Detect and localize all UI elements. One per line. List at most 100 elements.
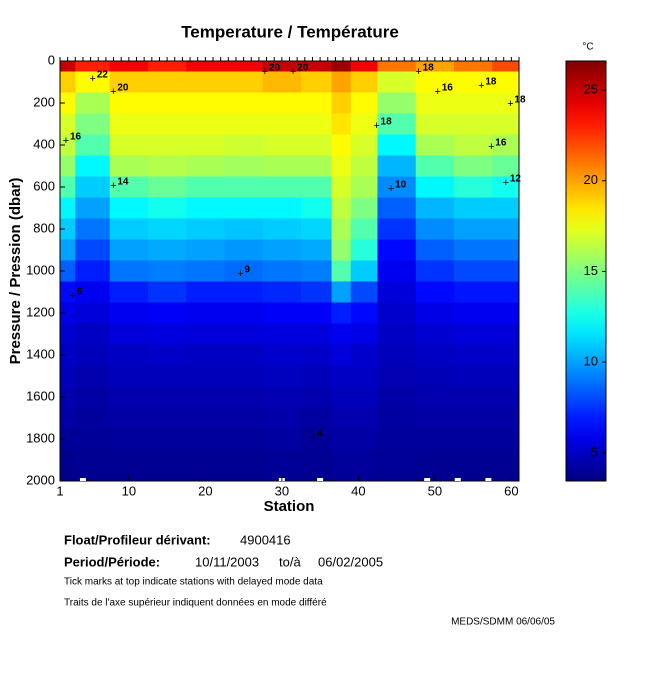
contour-label: 9 bbox=[244, 265, 250, 276]
heat-cell bbox=[415, 407, 455, 429]
heat-cell bbox=[75, 323, 111, 345]
heat-cell bbox=[147, 470, 187, 482]
heat-cell bbox=[300, 134, 333, 156]
contour-label: 16 bbox=[495, 138, 507, 149]
x-axis-label: Station bbox=[264, 498, 315, 515]
y-axis-label: Pressure / Pression (dbar) bbox=[7, 178, 24, 365]
x-tick-label: 20 bbox=[198, 483, 212, 498]
heat-cell bbox=[109, 92, 149, 114]
contour-marker: + bbox=[488, 141, 494, 153]
heat-cell bbox=[492, 407, 520, 429]
heat-cell bbox=[350, 113, 378, 135]
heat-cell bbox=[415, 428, 455, 450]
heat-cell bbox=[60, 134, 76, 156]
heat-cell bbox=[331, 61, 352, 72]
heat-cell bbox=[453, 197, 493, 219]
x-tick-label: 60 bbox=[504, 483, 518, 498]
heat-cell bbox=[377, 386, 417, 408]
contour-marker: + bbox=[262, 66, 268, 78]
heat-cell bbox=[75, 344, 111, 366]
heat-cell bbox=[331, 386, 352, 408]
heat-cell bbox=[224, 113, 264, 135]
heat-cell bbox=[75, 302, 111, 324]
x-tick-label: 40 bbox=[351, 483, 365, 498]
heat-cell bbox=[415, 449, 455, 471]
heat-cell bbox=[262, 407, 302, 429]
heat-cell bbox=[147, 302, 187, 324]
heat-cell bbox=[331, 449, 352, 471]
heat-cell bbox=[147, 134, 187, 156]
heat-cell bbox=[224, 428, 264, 450]
heat-cell bbox=[453, 470, 493, 482]
delayed-mode-marker bbox=[317, 478, 324, 481]
heat-cell bbox=[109, 113, 149, 135]
colorbar-tick-label: 20 bbox=[584, 172, 598, 187]
heat-cell bbox=[75, 428, 111, 450]
contour-label: 18 bbox=[381, 117, 393, 128]
heat-cell bbox=[453, 176, 493, 198]
heat-cell bbox=[60, 302, 76, 324]
heat-cell bbox=[147, 281, 187, 303]
heat-cell bbox=[492, 92, 520, 114]
heat-cell bbox=[377, 260, 417, 282]
float-id: 4900416 bbox=[240, 532, 291, 547]
heat-cell bbox=[300, 197, 333, 219]
heat-cell bbox=[75, 470, 111, 482]
contour-label: 14 bbox=[117, 177, 129, 188]
period-sep: to/à bbox=[279, 554, 301, 569]
heat-cell bbox=[262, 92, 302, 114]
heat-cell bbox=[331, 470, 352, 482]
x-tick-label: 50 bbox=[428, 483, 442, 498]
heat-cell bbox=[224, 260, 264, 282]
contour-label: 20 bbox=[117, 83, 129, 94]
contour-label: 20 bbox=[297, 63, 309, 74]
heat-cell bbox=[492, 176, 520, 198]
heat-cell bbox=[186, 61, 225, 72]
heat-cell bbox=[75, 260, 111, 282]
contour-label: 18 bbox=[514, 95, 526, 106]
delayed-mode-marker bbox=[485, 478, 492, 481]
heat-cell bbox=[60, 344, 76, 366]
heat-cell bbox=[147, 260, 187, 282]
heat-cell bbox=[147, 239, 187, 261]
heat-cell bbox=[262, 113, 302, 135]
heat-cell bbox=[300, 92, 333, 114]
heat-cell bbox=[415, 218, 455, 240]
heat-cell bbox=[186, 218, 225, 240]
heat-cell bbox=[262, 344, 302, 366]
heat-cell bbox=[377, 71, 417, 93]
heat-cell bbox=[60, 239, 76, 261]
heat-cell bbox=[109, 302, 149, 324]
heat-cell bbox=[350, 386, 378, 408]
heat-cell bbox=[415, 197, 455, 219]
heat-cell bbox=[300, 323, 333, 345]
heat-cell bbox=[331, 302, 352, 324]
heat-cell bbox=[492, 449, 520, 471]
heat-cell bbox=[224, 281, 264, 303]
heat-cell bbox=[262, 386, 302, 408]
heat-cell bbox=[300, 302, 333, 324]
heat-cell bbox=[186, 134, 225, 156]
heat-cell bbox=[453, 302, 493, 324]
colorbar-tick-label: 10 bbox=[584, 354, 598, 369]
heat-cell bbox=[262, 302, 302, 324]
contour-label: 22 bbox=[97, 70, 109, 81]
y-tick-label: 1000 bbox=[26, 262, 55, 277]
heat-cell bbox=[75, 407, 111, 429]
heat-cell bbox=[60, 323, 76, 345]
heat-cell bbox=[331, 71, 352, 93]
heat-cell bbox=[262, 365, 302, 387]
heat-cell bbox=[350, 134, 378, 156]
heat-cell bbox=[75, 155, 111, 177]
x-tick-label: 10 bbox=[122, 483, 136, 498]
heat-cell bbox=[350, 92, 378, 114]
heat-cell bbox=[453, 155, 493, 177]
heat-cell bbox=[492, 134, 520, 156]
heat-cell bbox=[453, 71, 493, 93]
heat-cell bbox=[224, 449, 264, 471]
heat-cell bbox=[492, 323, 520, 345]
heat-cell bbox=[75, 365, 111, 387]
heat-cell bbox=[262, 197, 302, 219]
heat-cell bbox=[350, 71, 378, 93]
heat-cell bbox=[331, 239, 352, 261]
